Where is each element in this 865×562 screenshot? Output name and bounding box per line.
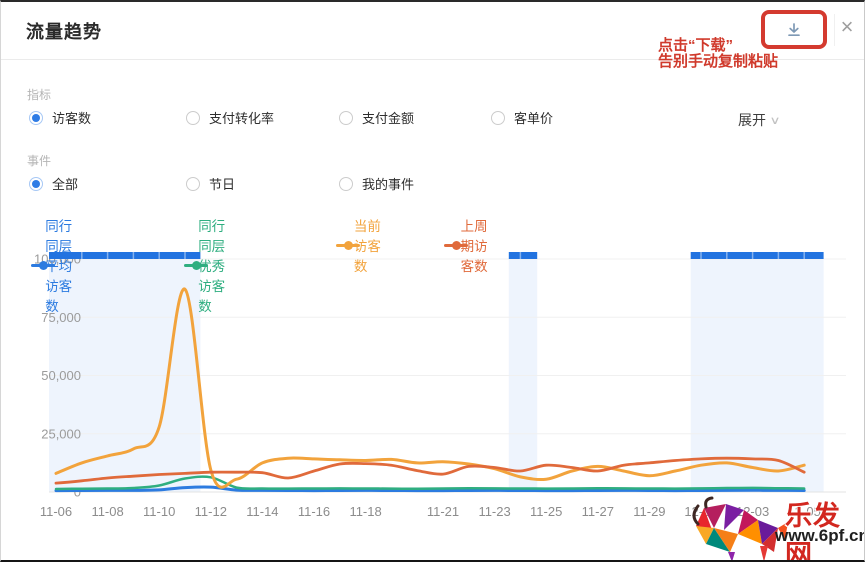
radio-dot	[339, 110, 353, 125]
close-icon[interactable]: ×	[840, 14, 854, 39]
chevron-down-icon: ∨	[769, 114, 781, 127]
event-bar	[49, 252, 201, 259]
expand-toggle[interactable]: 展开 ∨	[738, 110, 781, 130]
radio-label: 支付金额	[362, 111, 415, 126]
radio-event-festival[interactable]: 节日	[186, 174, 235, 193]
legend-peer-average[interactable]: 同行同层平均访客数	[31, 215, 77, 315]
page-title: 流量趋势	[26, 22, 102, 42]
radio-label: 我的事件	[362, 177, 415, 192]
radio-dot	[29, 176, 43, 191]
legend-current[interactable]: 当前访客数	[336, 215, 382, 275]
x-axis-tick-label: 11-16	[298, 504, 330, 519]
radio-event-mine[interactable]: 我的事件	[339, 174, 414, 193]
x-axis-tick-label: 11-14	[246, 504, 278, 519]
radio-dot	[339, 176, 353, 191]
line-dot-icon	[184, 260, 208, 270]
x-axis-tick-label: 11-23	[478, 504, 510, 519]
series-line-1	[54, 475, 806, 491]
series-line-0	[54, 485, 806, 493]
radio-event-all[interactable]: 全部	[29, 174, 78, 193]
series-line-3	[54, 456, 806, 485]
radio-label: 客单价	[514, 111, 554, 126]
bull-logo-icon	[692, 496, 788, 560]
x-axis-tick-label: 11-27	[582, 504, 614, 519]
watermark-url: www.6pf.cn	[775, 526, 865, 545]
series-line-2	[54, 287, 806, 489]
radio-avg-order-value[interactable]: 客单价	[491, 108, 553, 127]
watermark-site-name: 乐发网	[785, 501, 841, 562]
line-dot-icon	[336, 240, 360, 250]
x-axis-tick-label: 11-18	[349, 504, 381, 519]
radio-dot	[186, 110, 200, 125]
watermark: 乐发网 www.6pf.cn	[689, 496, 865, 562]
download-icon	[788, 22, 800, 36]
metrics-group-label: 指标	[27, 88, 52, 102]
download-button[interactable]	[761, 10, 827, 49]
events-group-label: 事件	[27, 154, 52, 168]
radio-label: 全部	[52, 177, 79, 192]
annotation-line-1: 点击“下载”	[658, 37, 734, 54]
x-axis-tick-label: 12-05	[788, 504, 821, 519]
legend-label: 同行同层优秀访客数	[198, 219, 226, 314]
y-axis-tick-label: 75,000	[41, 310, 81, 325]
expand-label: 展开	[738, 112, 766, 128]
radio-dot	[29, 110, 43, 125]
event-bar	[690, 252, 824, 259]
radio-payment-conversion[interactable]: 支付转化率	[186, 108, 274, 127]
radio-label: 支付转化率	[209, 111, 275, 126]
download-annotation: 点击“下载” 告别手动复制粘贴	[658, 38, 778, 70]
radio-visitor-count[interactable]: 访客数	[29, 108, 91, 127]
radio-label: 节日	[209, 177, 236, 192]
legend-label: 同行同层平均访客数	[45, 219, 73, 314]
x-axis-tick-label: 11-21	[427, 504, 459, 519]
y-axis-tick-label: 25,000	[41, 426, 81, 441]
x-axis-tick-label: 11-08	[91, 504, 123, 519]
x-axis-tick-label: 11-12	[195, 504, 227, 519]
radio-dot	[491, 110, 505, 125]
annotation-line-2: 告别手动复制粘贴	[658, 53, 779, 70]
x-axis-tick-label: 11-10	[143, 504, 175, 519]
header-divider	[1, 59, 864, 60]
radio-payment-amount[interactable]: 支付金额	[339, 108, 414, 127]
x-axis-tick-label: 11-25	[530, 504, 562, 519]
x-axis-tick-label: 11-29	[633, 504, 665, 519]
event-bar	[508, 252, 538, 259]
legend-previous-period[interactable]: 上周期访客数	[444, 215, 490, 275]
y-axis-tick-label: 50,000	[41, 368, 81, 383]
radio-label: 访客数	[52, 111, 92, 126]
line-dot-icon	[444, 240, 468, 250]
header-separator	[834, 14, 835, 46]
x-axis-tick-label: 11-06	[40, 504, 72, 519]
legend-label: 当前访客数	[353, 219, 381, 274]
legend-peer-excellent[interactable]: 同行同层优秀访客数	[184, 215, 230, 315]
radio-dot	[186, 176, 200, 191]
line-dot-icon	[31, 260, 55, 270]
metrics-radio-row: 访客数 支付转化率 支付金额 客单价	[1, 108, 864, 130]
events-radio-row: 全部 节日 我的事件	[1, 174, 864, 196]
legend-label: 上周期访客数	[460, 219, 488, 274]
